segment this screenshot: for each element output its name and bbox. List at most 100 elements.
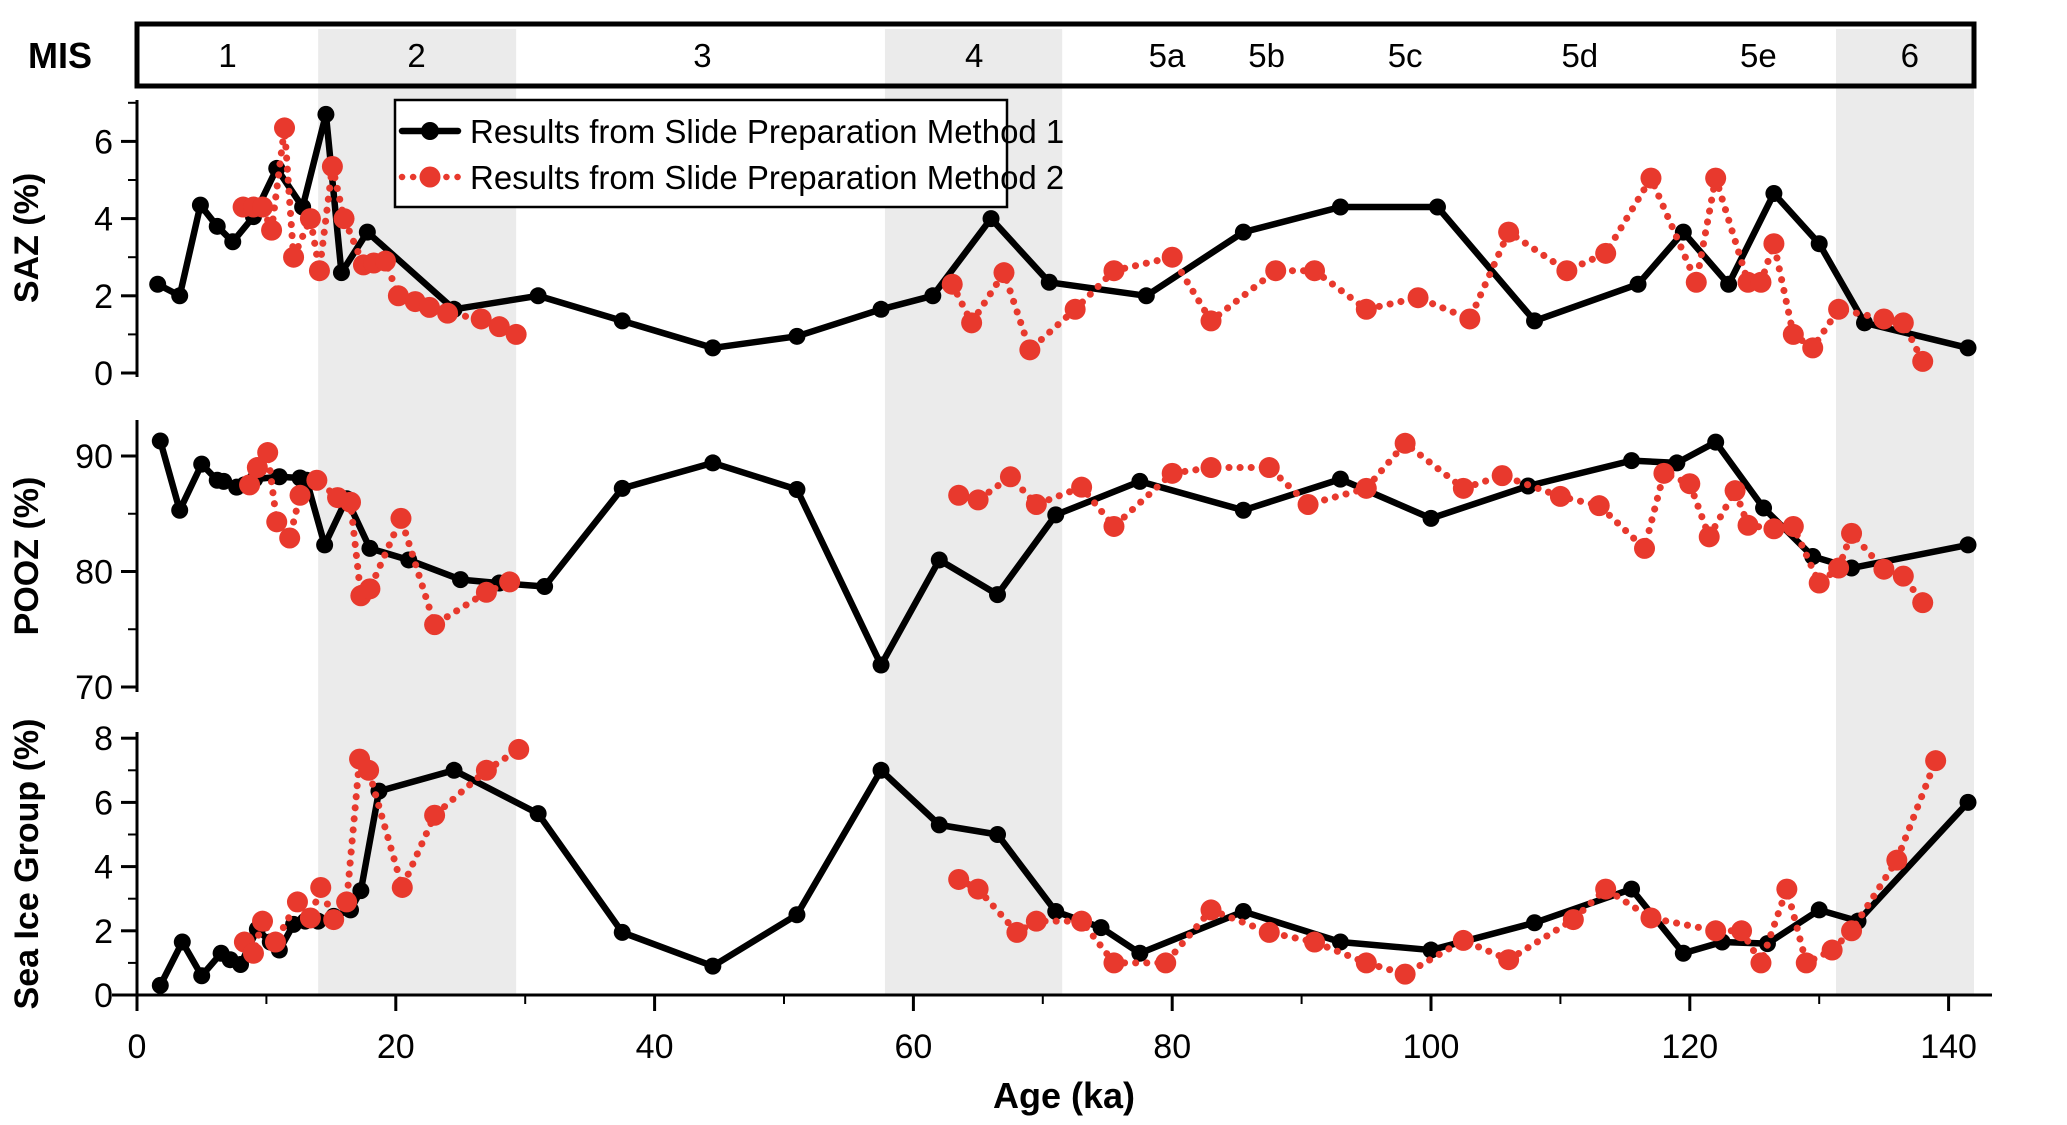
method1-point	[989, 826, 1007, 843]
method1-point	[788, 906, 806, 924]
mis-shaded-band	[1836, 29, 1974, 995]
method2-point	[358, 759, 380, 781]
method2-point	[310, 876, 332, 898]
method1-point	[171, 501, 189, 519]
method2-point	[239, 474, 261, 496]
method2-point	[1776, 878, 1798, 900]
y-axis-title: SAZ (%)	[8, 173, 46, 303]
method1-point	[171, 287, 189, 305]
method2-point	[1821, 939, 1843, 961]
method2-point	[390, 507, 412, 529]
method1-point	[232, 956, 250, 974]
method2-point	[1640, 907, 1662, 929]
mis-stage-label: 5b	[1248, 37, 1285, 74]
method1-point	[1331, 933, 1349, 951]
method2-point	[1071, 910, 1093, 932]
y-axis-tick-label: 70	[75, 669, 113, 707]
method2-point	[1103, 952, 1125, 974]
method1-point	[613, 923, 631, 941]
method1-point	[1623, 880, 1641, 898]
method2-point	[1498, 221, 1520, 243]
method2-point	[1155, 952, 1177, 974]
method2-point	[340, 491, 362, 513]
method2-point	[1071, 476, 1093, 498]
y-axis-tick-label: 80	[75, 554, 113, 592]
method1-point	[317, 105, 335, 123]
method1-point	[215, 472, 233, 490]
method1-point	[1428, 198, 1446, 216]
method2-point	[948, 868, 970, 890]
method2-point	[999, 466, 1021, 488]
x-axis-tick-label: 120	[1661, 1028, 1718, 1066]
y-axis-tick-label: 4	[94, 201, 113, 239]
method1-point	[224, 233, 242, 251]
method2-point	[948, 484, 970, 506]
method1-point	[1331, 198, 1349, 216]
method1-point	[613, 312, 631, 330]
method1-point	[1137, 287, 1155, 305]
method2-point	[283, 246, 305, 268]
method1-point	[151, 976, 169, 994]
method2-point	[264, 931, 286, 953]
method2-point	[961, 312, 983, 334]
method2-point	[1452, 477, 1474, 499]
method1-point	[270, 468, 288, 486]
method1-point	[1674, 944, 1692, 962]
method2-point	[257, 442, 279, 464]
method2-point	[279, 527, 301, 549]
method1-point	[1131, 944, 1149, 962]
method2-point	[1679, 473, 1701, 495]
method2-point	[1828, 557, 1850, 579]
method2-point	[1161, 246, 1183, 268]
method1-point	[982, 210, 1000, 228]
mis-bar-title: MIS	[28, 35, 92, 76]
x-axis-tick-label: 100	[1403, 1028, 1460, 1066]
method1-point	[358, 223, 376, 241]
legend-marker-point	[421, 122, 439, 140]
method1-point	[1804, 547, 1822, 565]
method2-point	[1265, 260, 1287, 282]
method1-point	[1755, 499, 1773, 517]
method2-point	[359, 578, 381, 600]
method2-point	[1892, 312, 1914, 334]
method2-point	[1795, 952, 1817, 974]
method2-point	[505, 323, 527, 345]
method2-point	[1763, 518, 1785, 540]
method1-point	[704, 957, 722, 975]
x-axis-tick-label: 40	[636, 1028, 674, 1066]
method2-point	[1595, 878, 1617, 900]
method2-point	[1886, 849, 1908, 871]
x-axis-tick-label: 140	[1920, 1028, 1977, 1066]
method1-point	[316, 536, 334, 554]
method2-point	[993, 262, 1015, 284]
method2-point	[1912, 350, 1934, 372]
method1-point	[1422, 941, 1440, 959]
method1-point	[930, 816, 948, 834]
method2-point	[1925, 750, 1947, 772]
method2-point	[1258, 921, 1280, 943]
method1-point	[193, 455, 211, 473]
y-axis-tick-label: 6	[94, 123, 113, 161]
method1-point	[208, 217, 226, 235]
method2-point	[941, 273, 963, 295]
y-axis-tick-label: 2	[94, 278, 113, 316]
y-axis-title: Sea Ice Group (%)	[8, 719, 46, 1010]
method1-point	[1623, 452, 1641, 470]
method2-point	[1355, 952, 1377, 974]
method2-point	[1802, 337, 1824, 359]
mis-stage-label: 5c	[1388, 37, 1423, 74]
method1-point	[1720, 275, 1738, 293]
method2-point	[470, 308, 492, 330]
method2-point	[261, 219, 283, 241]
method2-point	[508, 738, 530, 760]
method2-point	[1304, 931, 1326, 953]
mis-bar-box	[134, 21, 1977, 89]
method2-point	[321, 155, 343, 177]
method2-point	[1019, 339, 1041, 361]
method2-point	[488, 316, 510, 338]
method1-point	[1810, 901, 1828, 919]
method1-point	[872, 300, 890, 318]
method2-point	[1750, 952, 1772, 974]
